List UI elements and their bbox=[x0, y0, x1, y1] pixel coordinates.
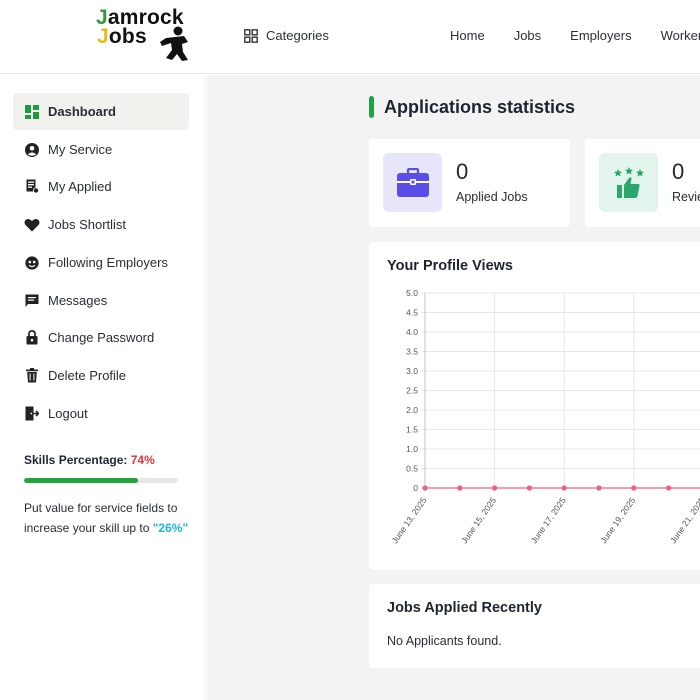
sidebar-item-following-employers[interactable]: Following Employers bbox=[13, 244, 189, 281]
nav-worker[interactable]: Worker bbox=[660, 28, 700, 43]
briefcase-icon bbox=[383, 153, 442, 212]
y-tick-label: 0 bbox=[413, 483, 418, 493]
sidebar-item-label: Change Password bbox=[48, 330, 155, 345]
page-title-text: Applications statistics bbox=[384, 96, 576, 117]
nav-employers[interactable]: Employers bbox=[570, 28, 632, 43]
profile-views-chart: 0 0.5 1.0 1.5 2.0 2.5 3.0 3.5 4.0 4.5 5.0 June 13, … bbox=[390, 288, 700, 545]
sidebar-item-dashboard[interactable]: Dashboard bbox=[13, 93, 189, 130]
y-tick-label: 2.5 bbox=[406, 386, 418, 396]
stat-card-reviews: 0 Reviews bbox=[585, 139, 700, 227]
data-point bbox=[561, 485, 567, 491]
skills-label: Skills Percentage: bbox=[24, 453, 128, 467]
nav-jobs[interactable]: Jobs bbox=[513, 28, 542, 43]
categories-label: Categories bbox=[266, 28, 329, 43]
sidebar-item-label: Delete Profile bbox=[48, 368, 127, 383]
y-tick-label: 4.5 bbox=[406, 308, 418, 318]
sidebar-item-label: My Applied bbox=[48, 179, 112, 194]
sidebar-item-delete-profile[interactable]: Delete Profile bbox=[13, 357, 189, 394]
skills-hint-text: Put value for service fields to increase… bbox=[24, 501, 178, 535]
skills-progress-bar bbox=[24, 478, 178, 483]
skills-hint-value: "26%" bbox=[152, 520, 189, 535]
y-tick-label: 4.0 bbox=[406, 327, 418, 337]
y-tick-label: 1.5 bbox=[406, 425, 418, 435]
sidebar-item-label: Following Employers bbox=[48, 255, 168, 270]
reviews-label: Reviews bbox=[672, 190, 700, 204]
y-tick-label: 0.5 bbox=[406, 464, 418, 474]
sidebar-item-my-service[interactable]: My Service bbox=[13, 131, 189, 168]
heart-icon bbox=[24, 217, 40, 233]
document-icon bbox=[24, 179, 40, 195]
sidebar-item-label: Logout bbox=[48, 406, 88, 421]
x-tick-label: June 19, 2025 bbox=[598, 495, 637, 545]
sidebar: Dashboard My Service My Applied Jobs Sho… bbox=[0, 75, 206, 700]
y-tick-label: 5.0 bbox=[406, 288, 418, 298]
applied-jobs-count: 0 bbox=[456, 159, 469, 184]
site-logo[interactable]: Jamrock Jobs bbox=[96, 6, 208, 64]
sidebar-item-my-applied[interactable]: My Applied bbox=[13, 168, 189, 205]
face-icon bbox=[24, 255, 40, 271]
data-point bbox=[422, 485, 428, 491]
main-content: Applications statistics 0 Applied Jobs 0… bbox=[207, 75, 700, 700]
x-tick-label: June 15, 2025 bbox=[459, 495, 498, 545]
x-tick-label: June 17, 2025 bbox=[529, 495, 568, 545]
reviews-count: 0 bbox=[672, 159, 685, 184]
page-title: Applications statistics bbox=[369, 96, 575, 118]
data-point bbox=[526, 485, 532, 491]
x-tick-label: June 13, 2025 bbox=[390, 495, 429, 545]
lock-icon bbox=[24, 330, 40, 346]
main-nav: Home Jobs Employers Worker bbox=[450, 28, 700, 43]
title-accent-bar bbox=[369, 96, 374, 118]
logo-figure-icon bbox=[160, 26, 188, 61]
recent-applications-panel: Jobs Applied Recently No Applicants foun… bbox=[369, 584, 700, 668]
y-tick-label: 1.0 bbox=[406, 444, 418, 454]
data-point bbox=[631, 485, 637, 491]
user-circle-icon bbox=[24, 142, 40, 158]
sidebar-item-jobs-shortlist[interactable]: Jobs Shortlist bbox=[13, 206, 189, 243]
y-tick-label: 3.0 bbox=[406, 366, 418, 376]
empty-state-text: No Applicants found. bbox=[387, 634, 502, 648]
y-tick-label: 2.0 bbox=[406, 405, 418, 415]
logo-text: Jamrock Jobs bbox=[96, 6, 184, 48]
sidebar-item-label: My Service bbox=[48, 142, 113, 157]
profile-views-title: Your Profile Views bbox=[387, 258, 513, 274]
dashboard-icon bbox=[24, 104, 40, 120]
sidebar-item-change-password[interactable]: Change Password bbox=[13, 319, 189, 356]
categories-button[interactable]: Categories bbox=[244, 28, 329, 43]
skills-hint: Put value for service fields to increase… bbox=[24, 499, 194, 538]
data-point bbox=[492, 485, 498, 491]
skills-progress-fill bbox=[24, 478, 138, 483]
applied-jobs-label: Applied Jobs bbox=[456, 190, 528, 204]
y-tick-label: 3.5 bbox=[406, 347, 418, 357]
message-icon bbox=[24, 293, 40, 309]
data-point bbox=[666, 485, 672, 491]
skills-value: 74% bbox=[130, 453, 155, 467]
stat-card-applied-jobs: 0 Applied Jobs bbox=[369, 139, 570, 227]
sidebar-item-label: Jobs Shortlist bbox=[48, 217, 127, 232]
sidebar-item-label: Messages bbox=[48, 293, 108, 308]
profile-views-panel: Your Profile Views 0 0.5 1.0 1.5 2.0 2.5 3.0 3.… bbox=[369, 242, 700, 570]
thumbs-up-stars-icon bbox=[599, 153, 658, 212]
nav-home[interactable]: Home bbox=[450, 28, 485, 43]
grid-icon bbox=[244, 28, 258, 43]
top-header: Jamrock Jobs Categories Home Jobs Employ… bbox=[0, 0, 700, 74]
sidebar-item-label: Dashboard bbox=[48, 104, 116, 119]
sidebar-item-logout[interactable]: Logout bbox=[13, 395, 189, 432]
skills-percentage: Skills Percentage: 74% bbox=[24, 453, 155, 467]
logout-icon bbox=[24, 406, 40, 422]
trash-icon bbox=[24, 368, 40, 384]
sidebar-item-messages[interactable]: Messages bbox=[13, 282, 189, 319]
data-point bbox=[457, 485, 463, 491]
x-tick-label: June 21, 2025 bbox=[668, 495, 700, 545]
data-point bbox=[596, 485, 602, 491]
recent-applications-title: Jobs Applied Recently bbox=[387, 600, 542, 616]
